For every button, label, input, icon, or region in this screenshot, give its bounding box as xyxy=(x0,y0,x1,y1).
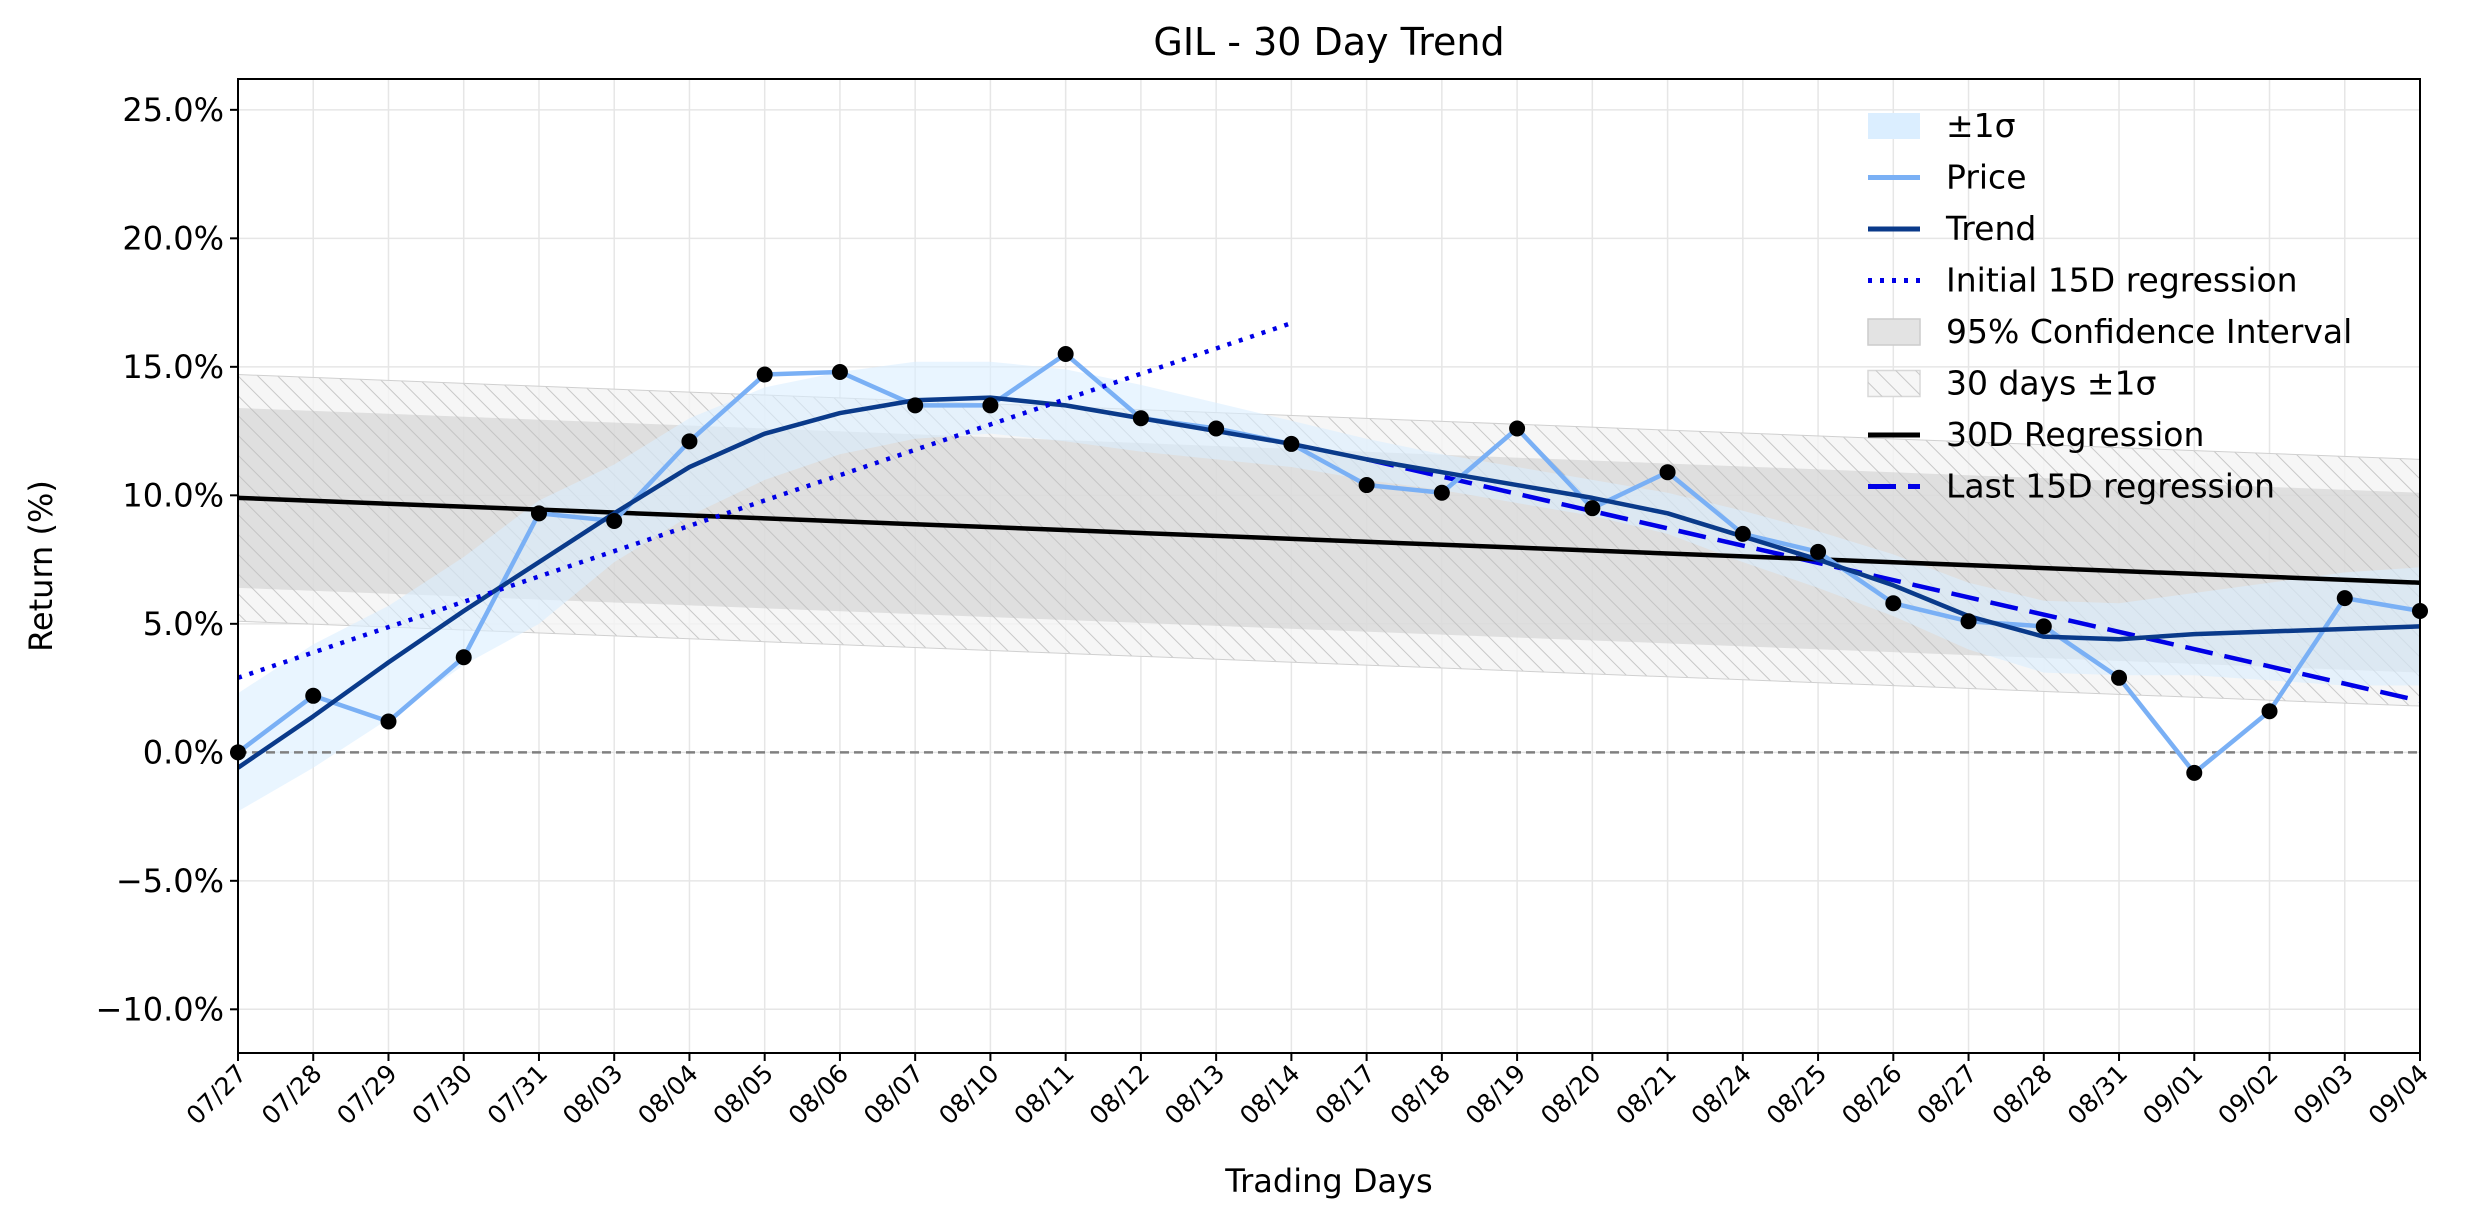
price-point xyxy=(907,397,924,414)
x-tick-label: 08/17 xyxy=(1309,1059,1380,1130)
x-tick-label: 08/28 xyxy=(1987,1059,2058,1130)
y-axis-ticks: −10.0% −5.0% 0.0% 5.0% 10.0% 15.0% 20.0% 25.0% xyxy=(96,91,238,1028)
price-point xyxy=(1960,613,1977,630)
x-axis-ticks: 07/27 07/28 07/29 07/30 07/31 08/03 08/04 08/05… xyxy=(181,1053,2434,1130)
y-tick-label: −10.0% xyxy=(96,990,224,1028)
price-point xyxy=(1433,484,1450,501)
series-last-15d-regression xyxy=(1366,457,2420,704)
series-initial-15d-regression xyxy=(238,321,1293,680)
x-tick-label: 07/27 xyxy=(181,1059,252,1130)
price-point xyxy=(380,713,397,730)
y-tick-label: 10.0% xyxy=(122,476,224,514)
legend-label: Price xyxy=(1946,158,2027,197)
price-point xyxy=(1208,420,1225,437)
x-tick-label: 07/31 xyxy=(482,1059,553,1130)
y-tick-label: 25.0% xyxy=(122,91,224,129)
x-tick-label: 08/06 xyxy=(783,1059,854,1130)
x-tick-label: 07/30 xyxy=(407,1059,478,1130)
x-tick-label: 08/24 xyxy=(1686,1059,1757,1130)
price-point xyxy=(305,687,322,704)
x-tick-label: 08/12 xyxy=(1084,1059,1155,1130)
plot-frame xyxy=(237,78,2421,1054)
x-tick-label: 08/03 xyxy=(557,1059,628,1130)
price-point xyxy=(1659,464,1676,481)
chart-title: GIL - 30 Day Trend xyxy=(1153,20,1504,64)
x-tick-label: 09/03 xyxy=(2288,1059,2359,1130)
y-tick-label: −5.0% xyxy=(116,862,224,900)
legend-item: ±1σ xyxy=(1868,106,2016,145)
price-point xyxy=(1132,410,1149,427)
legend-label: Trend xyxy=(1945,209,2036,248)
x-tick-label: 08/25 xyxy=(1761,1059,1832,1130)
legend-label: 30 days ±1σ xyxy=(1946,364,2156,403)
legend-item: Initial 15D regression xyxy=(1868,261,2298,300)
y-axis-label: Return (%) xyxy=(22,480,60,652)
legend-label: 30D Regression xyxy=(1946,415,2204,454)
price-point xyxy=(1057,345,1074,362)
legend-swatch-hatch xyxy=(1868,370,1920,397)
price-point xyxy=(530,505,547,522)
price-point xyxy=(1509,420,1526,437)
x-tick-label: 08/18 xyxy=(1385,1059,1456,1130)
series-trend xyxy=(238,395,2420,770)
price-point xyxy=(1358,477,1375,494)
price-point xyxy=(2186,764,2203,781)
price-point xyxy=(831,363,848,380)
y-tick-label: 0.0% xyxy=(143,733,224,771)
series-30d-regression xyxy=(238,495,2420,585)
price-point xyxy=(455,649,472,666)
x-tick-label: 08/19 xyxy=(1460,1059,1531,1130)
price-point xyxy=(756,366,773,383)
x-tick-label: 08/13 xyxy=(1159,1059,1230,1130)
x-tick-label: 08/21 xyxy=(1610,1059,1681,1130)
legend-label: 95% Confidence Interval xyxy=(1946,312,2352,351)
price-point xyxy=(1734,525,1751,542)
x-tick-label: 08/05 xyxy=(707,1059,778,1130)
price-point xyxy=(2111,669,2128,686)
x-tick-label: 08/10 xyxy=(933,1059,1004,1130)
x-tick-label: 08/04 xyxy=(632,1059,703,1130)
price-point xyxy=(1283,435,1300,452)
x-tick-label: 09/04 xyxy=(2363,1059,2434,1130)
price-point xyxy=(1885,595,1902,612)
y-tick-label: 5.0% xyxy=(143,605,224,643)
x-tick-label: 07/28 xyxy=(256,1059,327,1130)
price-point xyxy=(1584,500,1601,517)
series-lines xyxy=(238,321,2420,776)
legend-swatch xyxy=(1868,113,1920,139)
x-tick-label: 08/26 xyxy=(1836,1059,1907,1130)
price-points xyxy=(230,345,2428,781)
price-point xyxy=(2336,590,2353,607)
legend-label: Last 15D regression xyxy=(1946,467,2275,506)
y-tick-label: 15.0% xyxy=(122,348,224,386)
legend-swatch xyxy=(1867,318,1921,346)
legend-item: Price xyxy=(1868,158,2027,197)
price-point xyxy=(1810,543,1827,560)
x-tick-label: 07/29 xyxy=(331,1059,402,1130)
x-tick-label: 09/01 xyxy=(2137,1059,2208,1130)
x-tick-label: 08/11 xyxy=(1008,1059,1079,1130)
x-tick-label: 08/27 xyxy=(1911,1059,1982,1130)
legend-item: Last 15D regression xyxy=(1868,467,2275,506)
legend-item: 95% Confidence Interval xyxy=(1867,312,2352,351)
price-point xyxy=(2261,703,2278,720)
legend: ±1σ Price Trend Initial 15D regression 95% C… xyxy=(1867,106,2352,506)
price-point xyxy=(681,433,698,450)
legend-item: 30 days ±1σ xyxy=(1867,364,2156,403)
price-point xyxy=(606,513,623,530)
x-tick-label: 08/31 xyxy=(2062,1059,2133,1130)
legend-item: Trend xyxy=(1868,209,2036,248)
price-point xyxy=(2035,618,2052,635)
x-axis-label: Trading Days xyxy=(1224,1162,1432,1200)
legend-label: Initial 15D regression xyxy=(1946,261,2298,300)
price-point xyxy=(982,397,999,414)
x-tick-label: 08/20 xyxy=(1535,1059,1606,1130)
x-tick-label: 08/14 xyxy=(1234,1059,1305,1130)
legend-label: ±1σ xyxy=(1946,106,2016,145)
x-tick-label: 08/07 xyxy=(858,1059,929,1130)
y-tick-label: 20.0% xyxy=(122,219,224,257)
x-tick-label: 09/02 xyxy=(2212,1059,2283,1130)
legend-item: 30D Regression xyxy=(1868,415,2204,454)
